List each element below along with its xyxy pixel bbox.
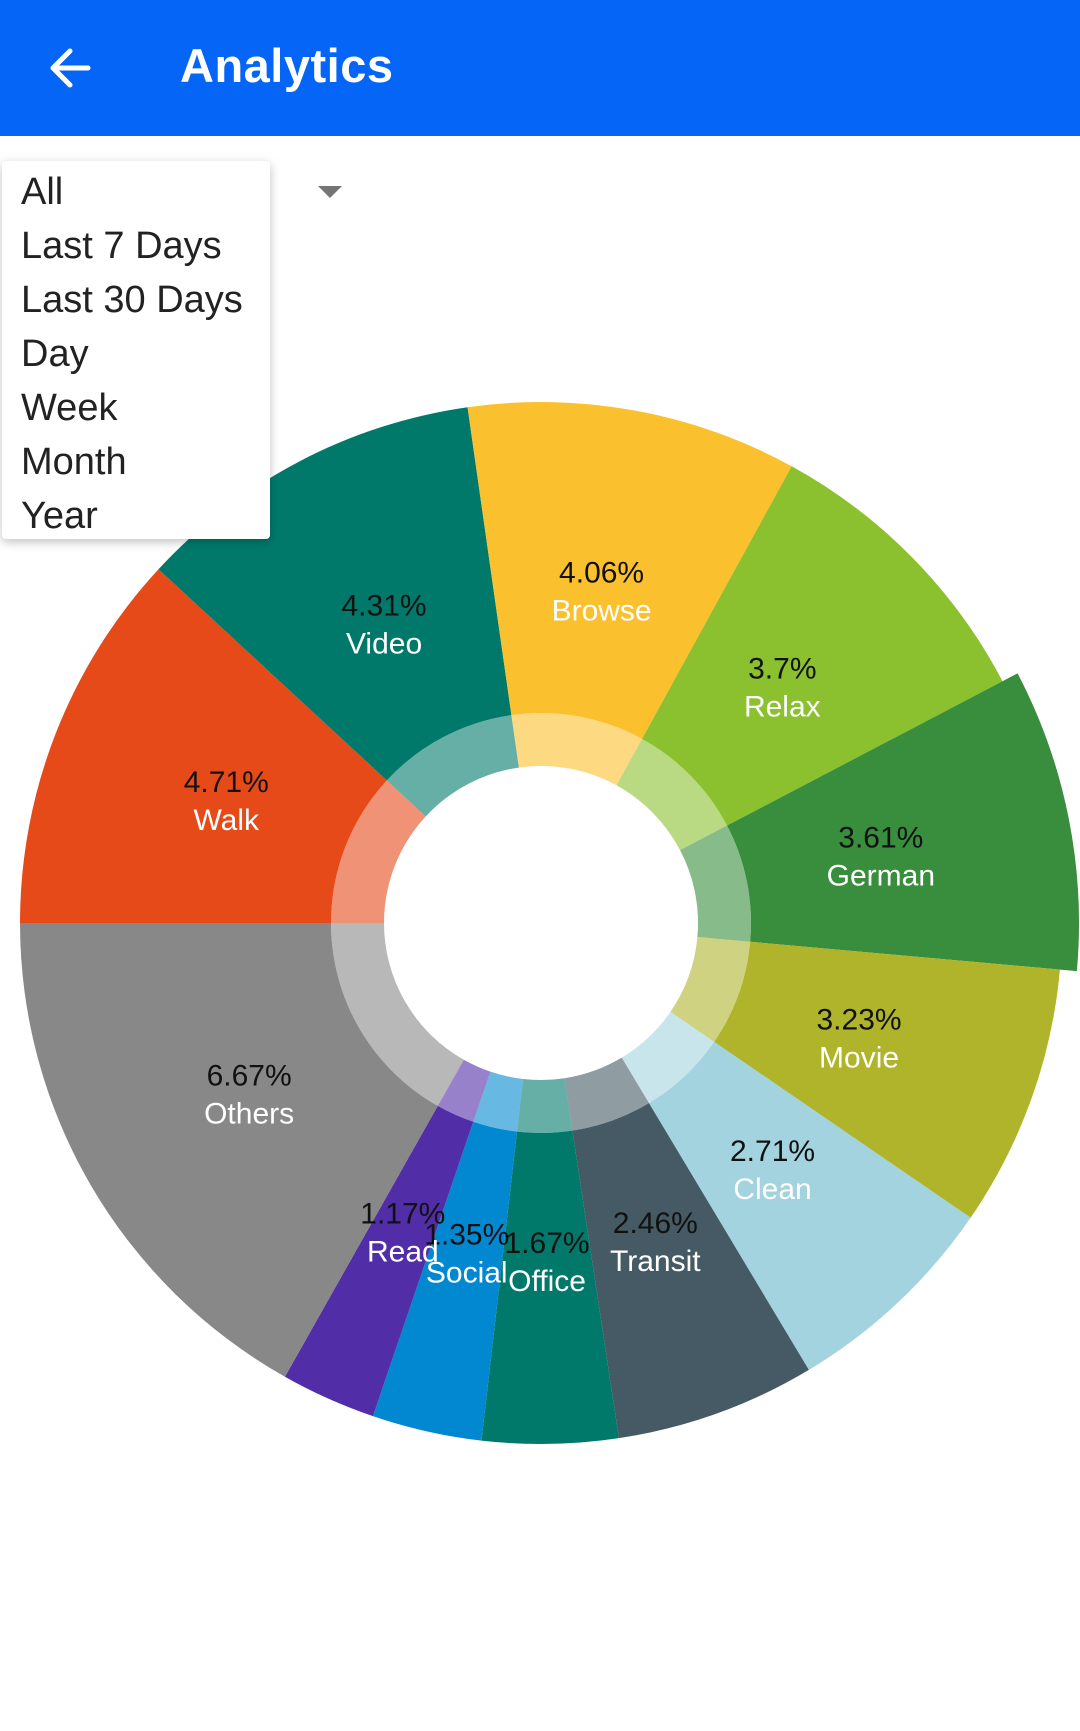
inner-ring-german [680,825,751,942]
slice-clean[interactable] [648,1041,971,1370]
value-label-video: 4.31% [342,590,427,623]
app-bar: Analytics [0,0,1080,136]
name-label-read: Read [367,1235,439,1268]
menu-item-last-30-days[interactable]: Last 30 Days [21,279,243,321]
name-label-clean: Clean [733,1173,811,1206]
slice-social[interactable] [372,1121,518,1441]
slice-office[interactable] [481,1130,619,1444]
value-label-movie: 3.23% [816,1003,901,1036]
value-label-office: 1.67% [504,1227,589,1260]
slice-others[interactable] [20,923,438,1377]
menu-item-all[interactable]: All [21,171,64,213]
value-label-browse: 4.06% [559,556,644,589]
value-label-others: 6.67% [207,1059,292,1092]
value-label-clean: 2.71% [730,1135,815,1168]
slice-walk[interactable] [20,569,387,923]
value-label-transit: 2.46% [613,1207,698,1240]
inner-ring-browse [511,713,643,786]
inner-ring-social [473,1071,524,1132]
inner-ring-office [517,1078,573,1133]
triangle-down-icon[interactable] [318,186,342,198]
name-label-walk: Walk [193,804,260,837]
value-label-german: 3.61% [838,821,923,854]
name-label-video: Video [346,628,422,661]
name-label-movie: Movie [819,1041,899,1074]
slice-movie[interactable] [714,941,1060,1218]
menu-item-day[interactable]: Day [21,333,89,375]
inner-ring-relax [616,738,728,851]
value-label-social: 1.35% [424,1219,509,1252]
name-label-browse: Browse [552,594,652,627]
name-label-others: Others [204,1097,294,1130]
name-label-german: German [827,859,935,892]
slice-transit[interactable] [572,1103,809,1439]
inner-ring-movie [670,937,751,1042]
menu-item-last-7-days[interactable]: Last 7 Days [21,225,222,267]
value-label-walk: 4.71% [184,766,269,799]
inner-ring-others [331,923,464,1106]
value-label-relax: 3.7% [748,652,816,685]
inner-ring-clean [621,1011,715,1104]
name-label-office: Office [508,1265,586,1298]
menu-item-week[interactable]: Week [21,387,118,429]
slice-relax[interactable] [642,466,1003,826]
menu-item-year[interactable]: Year [21,495,98,537]
name-label-transit: Transit [610,1245,701,1278]
slice-read[interactable] [284,1105,474,1417]
name-label-social: Social [426,1257,508,1290]
value-label-read: 1.17% [360,1197,445,1230]
name-label-relax: Relax [744,690,821,723]
period-dropdown-menu: All Last 7 Days Last 30 Days Day Week Month Ye… [2,161,270,539]
inner-ring-read [437,1059,491,1122]
arrow-left-icon [50,48,91,88]
slice-browse[interactable] [467,402,792,739]
inner-ring-video [386,715,519,817]
inner-ring-transit [564,1057,649,1131]
menu-item-month[interactable]: Month [21,441,127,483]
inner-ring-walk [331,780,426,923]
back-button[interactable] [44,40,100,96]
page-title: Analytics [180,39,394,92]
slice-german[interactable] [727,673,1079,972]
